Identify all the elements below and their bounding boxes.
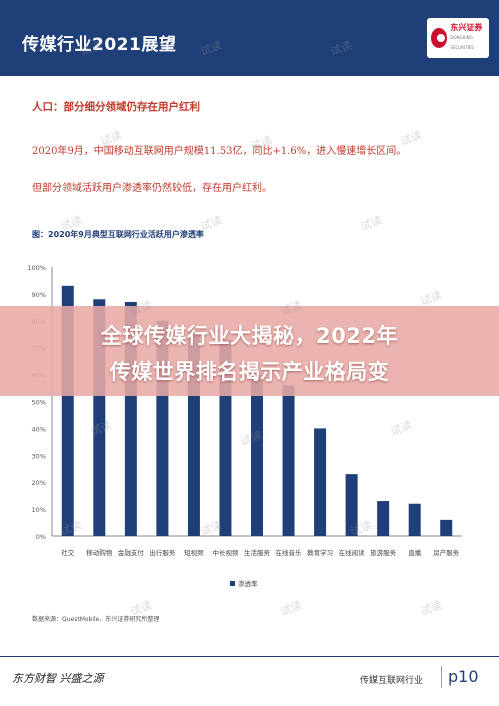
y-tick-label: 0%	[36, 533, 46, 541]
logo-mark-icon	[431, 28, 448, 48]
header-bar: 传媒行业2021展望 东兴证券 DONGXING SECURITIES	[0, 0, 499, 76]
x-tick-label: 旅游服务	[370, 548, 397, 557]
y-tick-label: 10%	[32, 506, 46, 514]
y-tick-label: 20%	[32, 479, 46, 487]
paragraph-1: 2020年9月，中国移动互联网用户规模11.53亿，同比+1.6%，进入慢速增长…	[32, 146, 407, 157]
bar	[377, 501, 390, 536]
x-tick-label: 在线阅读	[339, 548, 366, 557]
chart-title: 图：2020年9月典型互联网行业活跃用户渗透率	[32, 230, 204, 239]
x-tick-label: 中长视频	[212, 548, 239, 557]
page-number: p10	[448, 667, 479, 686]
logo-text: 东兴证券 DONGXING SECURITIES	[450, 23, 483, 50]
y-tick-label: 100%	[27, 264, 46, 272]
paragraph-2: 但部分领域活跃用户渗透率仍然较低，存在用户红利。	[32, 183, 272, 194]
bar	[314, 428, 327, 536]
bar	[282, 385, 295, 536]
y-tick-label: 90%	[32, 291, 46, 299]
banner-line-1: 全球传媒行业大揭秘，2022年	[101, 324, 398, 348]
footer-divider	[0, 656, 499, 657]
bar	[345, 474, 358, 536]
section-heading: 人口：部分细分领域仍存在用户红利	[32, 101, 200, 113]
legend-swatch	[230, 581, 235, 586]
page-divider	[441, 666, 442, 688]
footer-section: 传媒互联网行业	[360, 676, 424, 686]
x-tick-label: 直播	[408, 548, 422, 557]
footer-slogan: 东方财智 兴盛之源	[12, 672, 104, 685]
company-logo: 东兴证券 DONGXING SECURITIES	[427, 18, 489, 58]
x-tick-label: 房产服务	[433, 548, 460, 557]
bar	[61, 285, 74, 536]
bar	[440, 519, 453, 536]
watermark-text: 试读	[278, 598, 304, 619]
x-tick-label: 社交	[61, 548, 75, 557]
legend-label: 渗透率	[238, 579, 258, 588]
y-tick-label: 40%	[32, 425, 46, 433]
x-tick-label: 出行服务	[149, 548, 176, 557]
x-tick-label: 生活服务	[244, 548, 271, 557]
watermark-text: 试读	[418, 598, 444, 619]
bar	[408, 503, 421, 536]
banner-line-2: 传媒世界排名揭示产业格局变	[109, 360, 390, 384]
data-source: 数据来源：QuestMobile，东兴证券研究所整理	[32, 616, 160, 623]
x-tick-label: 教育学习	[307, 548, 333, 557]
title-banner: 全球传媒行业大揭秘，2022年 传媒世界排名揭示产业格局变	[0, 306, 499, 396]
y-tick-label: 50%	[32, 399, 46, 407]
page-title: 传媒行业2021展望	[22, 35, 177, 55]
bar	[251, 374, 263, 536]
x-tick-label: 在线音乐	[276, 548, 303, 557]
bar-chart: 0%10%20%30%40%50%60%70%80%90%100%社交移动购物金…	[27, 264, 462, 588]
x-tick-label: 金融支付	[118, 548, 145, 557]
y-tick-label: 30%	[32, 452, 46, 460]
x-tick-label: 移动购物	[86, 548, 113, 557]
x-tick-label: 短视频	[184, 548, 204, 557]
